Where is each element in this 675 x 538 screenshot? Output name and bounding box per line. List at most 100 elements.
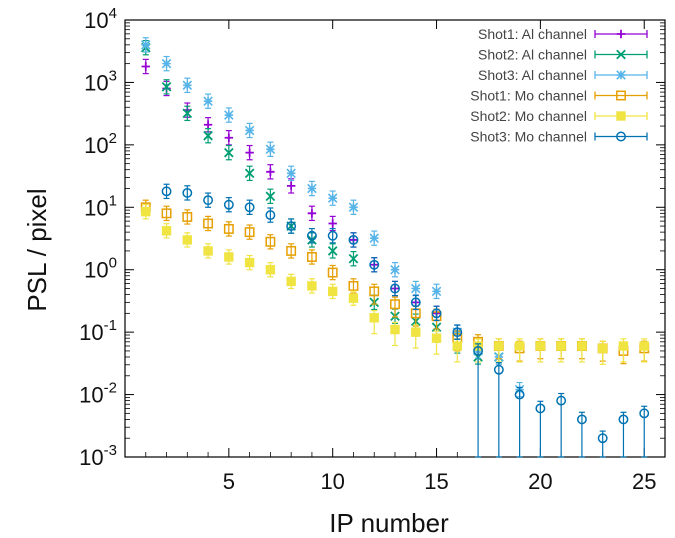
data-point	[410, 297, 421, 308]
data-point	[639, 408, 650, 419]
legend-label: Shot2: Al channel	[478, 47, 587, 63]
data-point	[224, 147, 234, 158]
legend-entry-3: Shot3: Al channel	[478, 67, 648, 83]
data-point	[618, 414, 629, 425]
data-point	[203, 195, 214, 206]
data-point	[203, 246, 213, 256]
legend-entry-5: Shot2: Mo channel	[470, 108, 648, 124]
data-point	[141, 62, 150, 71]
y-tick-label: 10-3	[79, 442, 117, 470]
data-point	[161, 58, 172, 69]
data-point	[327, 286, 338, 297]
data-point	[266, 167, 275, 177]
x-tick-label: 10	[320, 469, 344, 494]
data-point	[265, 144, 276, 155]
data-point	[182, 235, 193, 245]
data-point	[307, 209, 317, 218]
y-tick-label: 104	[84, 5, 117, 33]
data-point	[369, 313, 379, 323]
data-point	[535, 403, 546, 414]
data-point	[224, 110, 234, 120]
data-point	[244, 202, 255, 213]
data-point	[286, 181, 296, 191]
y-tick-label: 10-2	[79, 380, 117, 408]
x-axis-title: IP number	[329, 508, 449, 538]
data-point	[182, 187, 193, 198]
data-point	[494, 341, 504, 351]
data-point	[245, 148, 254, 157]
data-point	[348, 234, 359, 245]
data-point	[182, 108, 193, 119]
data-point	[514, 341, 525, 351]
data-point	[286, 221, 297, 232]
data-point	[286, 276, 296, 287]
data-point	[431, 333, 442, 343]
series-1	[141, 58, 462, 340]
data-point	[327, 246, 338, 256]
legend-marker	[616, 111, 626, 121]
data-point	[203, 120, 213, 129]
data-point	[473, 345, 484, 356]
data-point	[514, 389, 525, 400]
data-point	[348, 253, 359, 264]
data-point	[369, 286, 380, 297]
data-point	[244, 125, 255, 136]
data-point	[141, 40, 151, 50]
x-tick-label: 15	[424, 469, 448, 494]
data-point	[390, 283, 400, 294]
data-point	[411, 327, 421, 337]
x-tick-label: 25	[632, 469, 656, 494]
y-tick-label: 101	[84, 192, 117, 220]
data-point	[141, 206, 151, 217]
data-point	[390, 324, 400, 335]
data-point	[411, 283, 421, 294]
series-6	[161, 183, 650, 458]
data-point	[286, 245, 297, 256]
data-point	[203, 218, 214, 229]
legend-marker	[616, 49, 626, 60]
data-point	[203, 130, 213, 141]
x-tick-label: 5	[223, 469, 235, 494]
data-point	[493, 364, 504, 375]
data-point	[431, 308, 442, 319]
legend-entry-2: Shot2: Al channel	[478, 47, 648, 63]
data-point	[306, 230, 317, 241]
data-point	[161, 186, 172, 197]
legend-label: Shot1: Mo channel	[470, 88, 587, 104]
y-axis-title: PSL / pixel	[22, 188, 52, 311]
data-point	[597, 433, 608, 444]
data-point	[327, 193, 338, 203]
y-tick-label: 103	[84, 67, 117, 95]
legend-marker	[616, 29, 626, 39]
data-point	[556, 395, 567, 406]
data-point	[265, 236, 276, 247]
data-point	[161, 226, 172, 236]
data-point	[369, 233, 379, 243]
data-point	[223, 223, 234, 234]
legend-label: Shot2: Mo channel	[470, 108, 587, 124]
data-point	[556, 341, 566, 351]
data-point	[452, 341, 463, 351]
data-point	[161, 81, 172, 92]
data-point	[576, 414, 587, 425]
data-point	[535, 341, 546, 351]
data-point	[286, 168, 296, 179]
data-point	[390, 299, 400, 310]
legend-marker	[616, 70, 626, 80]
data-point	[327, 230, 338, 241]
data-point	[307, 183, 317, 194]
legend-label: Shot1: Al channel	[478, 26, 587, 42]
data-point	[224, 133, 234, 142]
data-point	[431, 286, 442, 297]
legend-marker	[616, 131, 626, 142]
data-point	[203, 96, 213, 106]
data-point	[244, 227, 255, 238]
data-point	[306, 252, 317, 262]
data-point	[307, 281, 317, 291]
data-point	[348, 293, 359, 303]
x-tick-label: 20	[528, 469, 552, 494]
data-point	[328, 219, 337, 228]
y-tick-label: 100	[84, 255, 117, 283]
data-point	[161, 208, 172, 219]
legend-entry-6: Shot3: Mo channel	[470, 129, 648, 145]
